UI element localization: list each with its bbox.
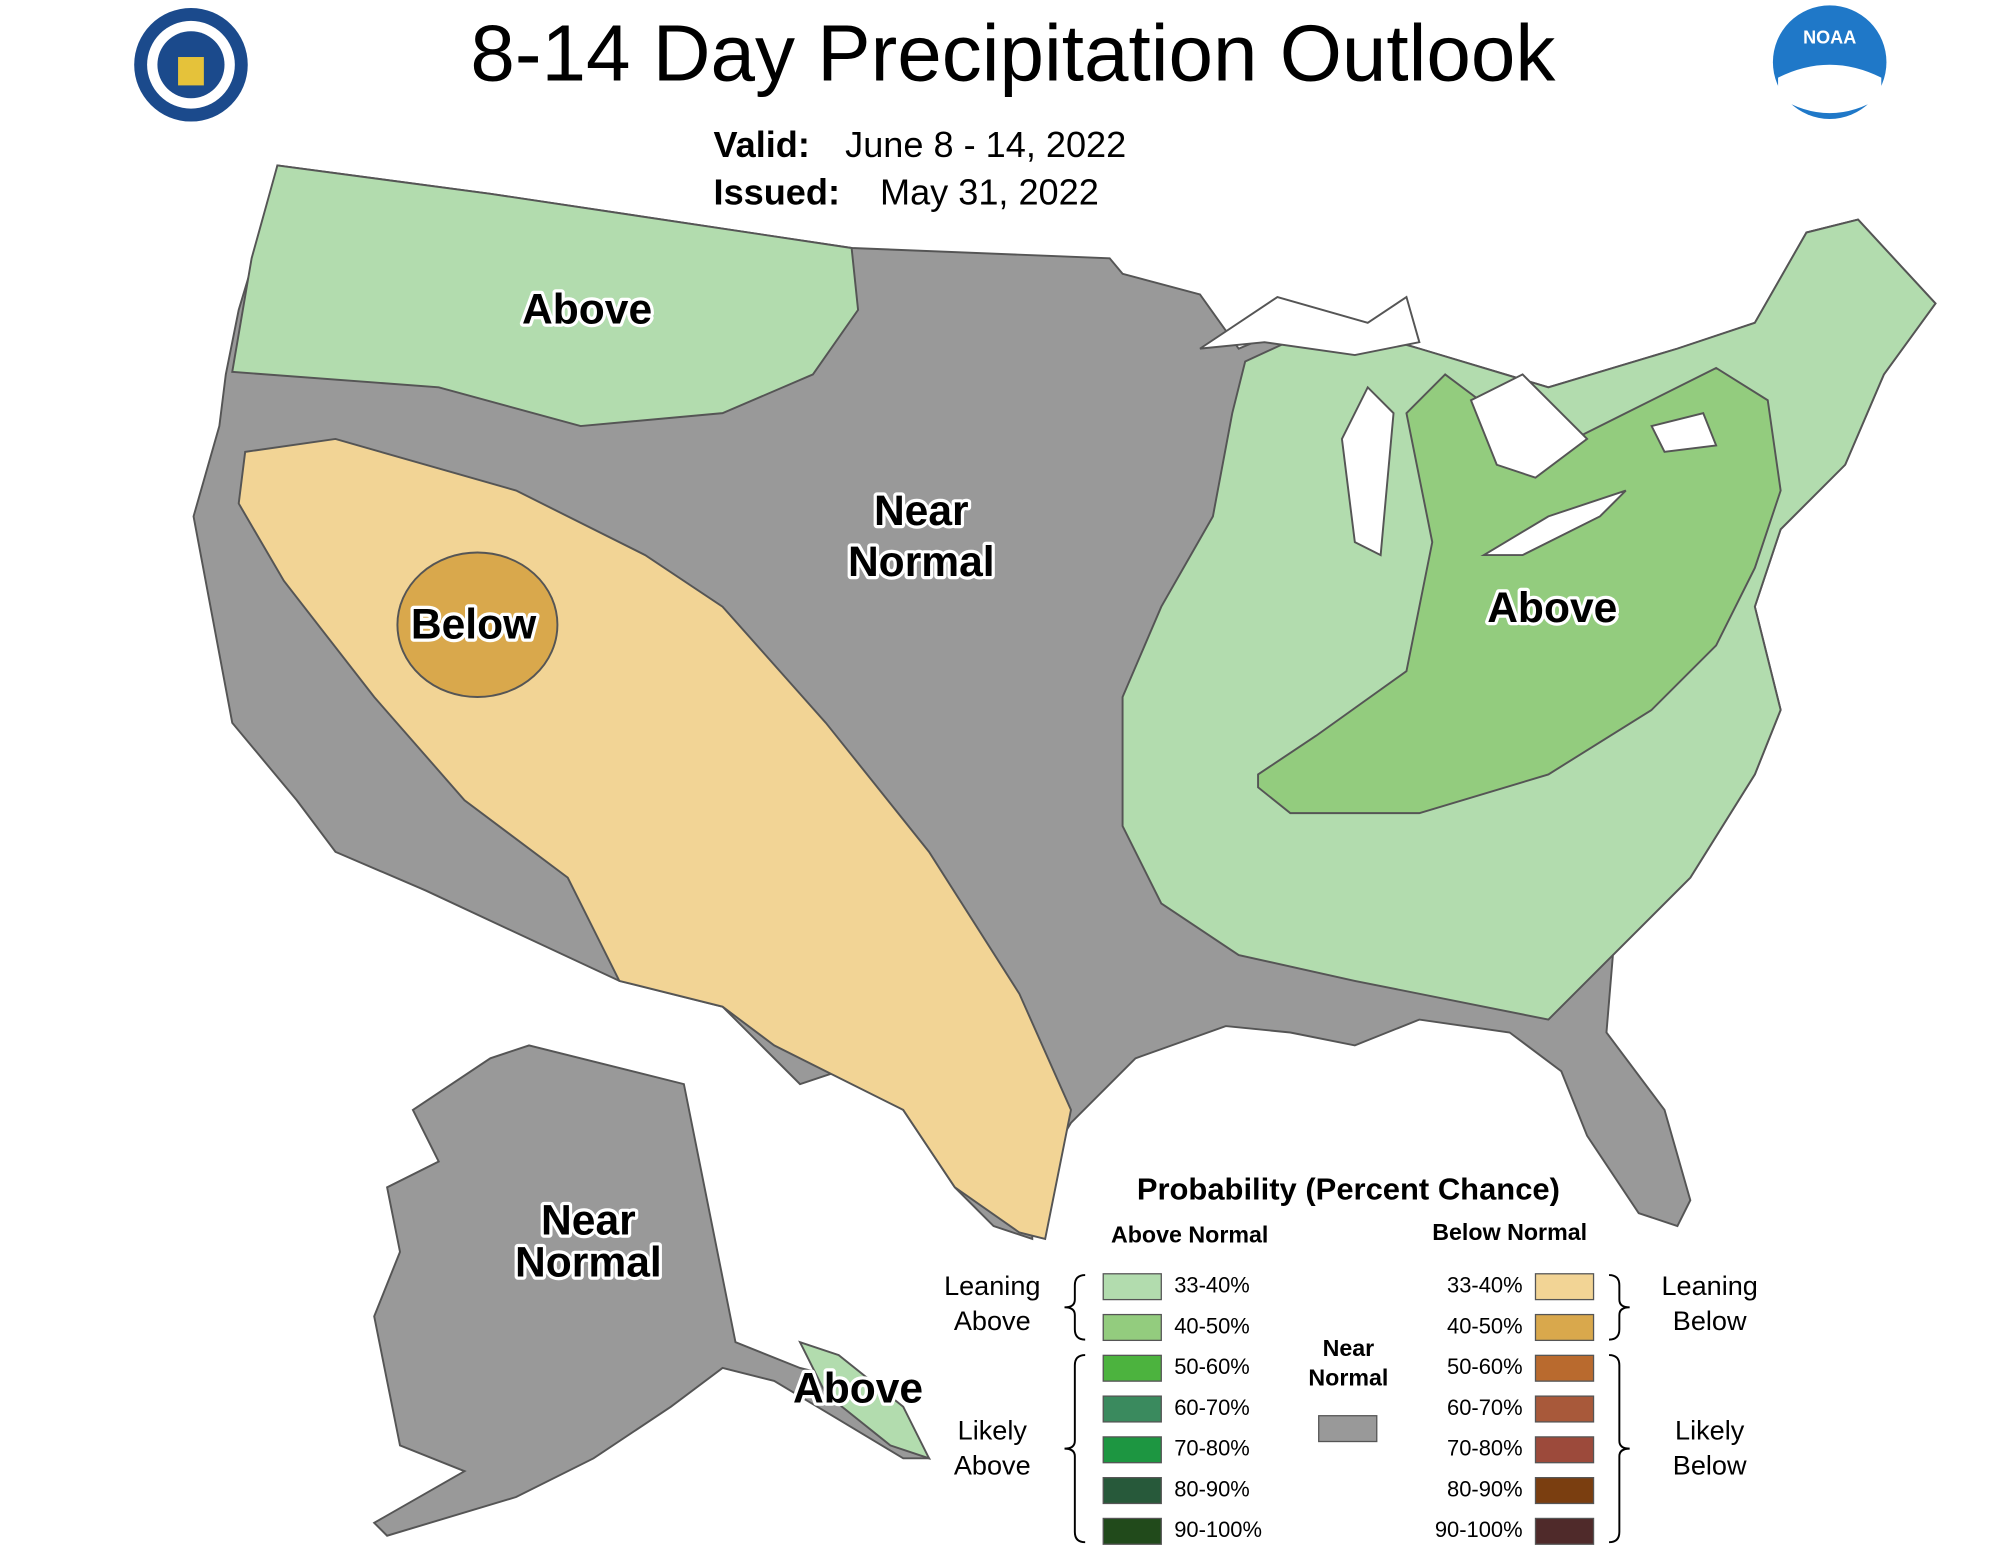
legend-swatch xyxy=(1102,1436,1162,1464)
valid-label: Valid: xyxy=(714,124,810,165)
region-label: Above xyxy=(522,286,652,334)
region-label: Near xyxy=(541,1197,636,1245)
legend-swatch xyxy=(1102,1273,1162,1301)
legend-above-header: Above Normal xyxy=(1111,1222,1268,1248)
legend-group-label: Above xyxy=(954,1449,1031,1480)
legend-group-label: Leaning xyxy=(1661,1270,1757,1301)
noaa-logo: NOAA xyxy=(1772,5,1887,119)
legend-swatch xyxy=(1534,1354,1595,1382)
region-label: Above xyxy=(793,1364,923,1412)
title: 8-14 Day Precipitation Outlook xyxy=(470,9,1556,98)
legend-near-normal: Near xyxy=(1323,1335,1375,1361)
legend-swatch xyxy=(1534,1313,1595,1342)
region-label: Normal xyxy=(515,1239,662,1287)
legend-label: 70-80% xyxy=(1174,1436,1250,1461)
great-lakes xyxy=(1199,295,1718,557)
legend-swatch xyxy=(1318,1415,1378,1443)
region-label: Below xyxy=(411,601,537,649)
legend-brace xyxy=(1608,1274,1630,1341)
legend-label: 80-90% xyxy=(1174,1476,1250,1501)
legend-swatch xyxy=(1102,1313,1162,1342)
noaa-text: NOAA xyxy=(1803,28,1856,48)
legend-label: 90-100% xyxy=(1435,1517,1523,1542)
legend-label: 33-40% xyxy=(1174,1272,1250,1297)
legend-label: 60-70% xyxy=(1447,1395,1523,1420)
conus-map xyxy=(192,164,1937,1241)
legend-swatch xyxy=(1102,1477,1162,1505)
legend-label: 50-60% xyxy=(1174,1354,1250,1379)
legend-group-label: Likely xyxy=(958,1415,1028,1446)
legend-brace xyxy=(1608,1354,1630,1544)
legend-swatch xyxy=(1534,1395,1595,1423)
region-label: Near xyxy=(874,487,969,535)
legend-near-normal: Normal xyxy=(1308,1365,1388,1391)
legend-label: 60-70% xyxy=(1174,1395,1250,1420)
region-label: Normal xyxy=(848,538,995,586)
legend-below-header: Below Normal xyxy=(1432,1219,1587,1245)
issued-date: May 31, 2022 xyxy=(880,172,1099,213)
legend-swatch xyxy=(1102,1395,1162,1423)
legend-brace xyxy=(1064,1354,1086,1544)
legend-label: 40-50% xyxy=(1447,1313,1523,1338)
legend-label: 33-40% xyxy=(1447,1272,1523,1297)
legend-label: 90-100% xyxy=(1174,1517,1262,1542)
alaska-map xyxy=(372,1044,931,1537)
legend: Probability (Percent Chance) Above Normal… xyxy=(944,1171,1758,1545)
legend-swatch xyxy=(1534,1517,1595,1545)
legend-swatch xyxy=(1534,1477,1595,1505)
legend-group-label: Above xyxy=(954,1305,1031,1336)
legend-swatch xyxy=(1534,1273,1595,1301)
region-label: Above xyxy=(1487,584,1617,632)
legend-label: 50-60% xyxy=(1447,1354,1523,1379)
legend-group-label: Below xyxy=(1673,1449,1747,1480)
legend-group-label: Below xyxy=(1673,1305,1747,1336)
legend-group-label: Likely xyxy=(1675,1415,1745,1446)
legend-title: Probability (Percent Chance) xyxy=(1137,1171,1560,1206)
legend-label: 70-80% xyxy=(1447,1436,1523,1461)
legend-swatch xyxy=(1102,1354,1162,1382)
legend-label: 80-90% xyxy=(1447,1476,1523,1501)
legend-brace xyxy=(1064,1274,1086,1341)
legend-swatch xyxy=(1534,1436,1595,1464)
commerce-seal xyxy=(134,7,248,122)
legend-label: 40-50% xyxy=(1174,1313,1250,1338)
legend-swatch xyxy=(1102,1517,1162,1545)
valid-dates: June 8 - 14, 2022 xyxy=(845,124,1126,165)
legend-group-label: Leaning xyxy=(944,1270,1040,1301)
issued-label: Issued: xyxy=(714,172,840,213)
